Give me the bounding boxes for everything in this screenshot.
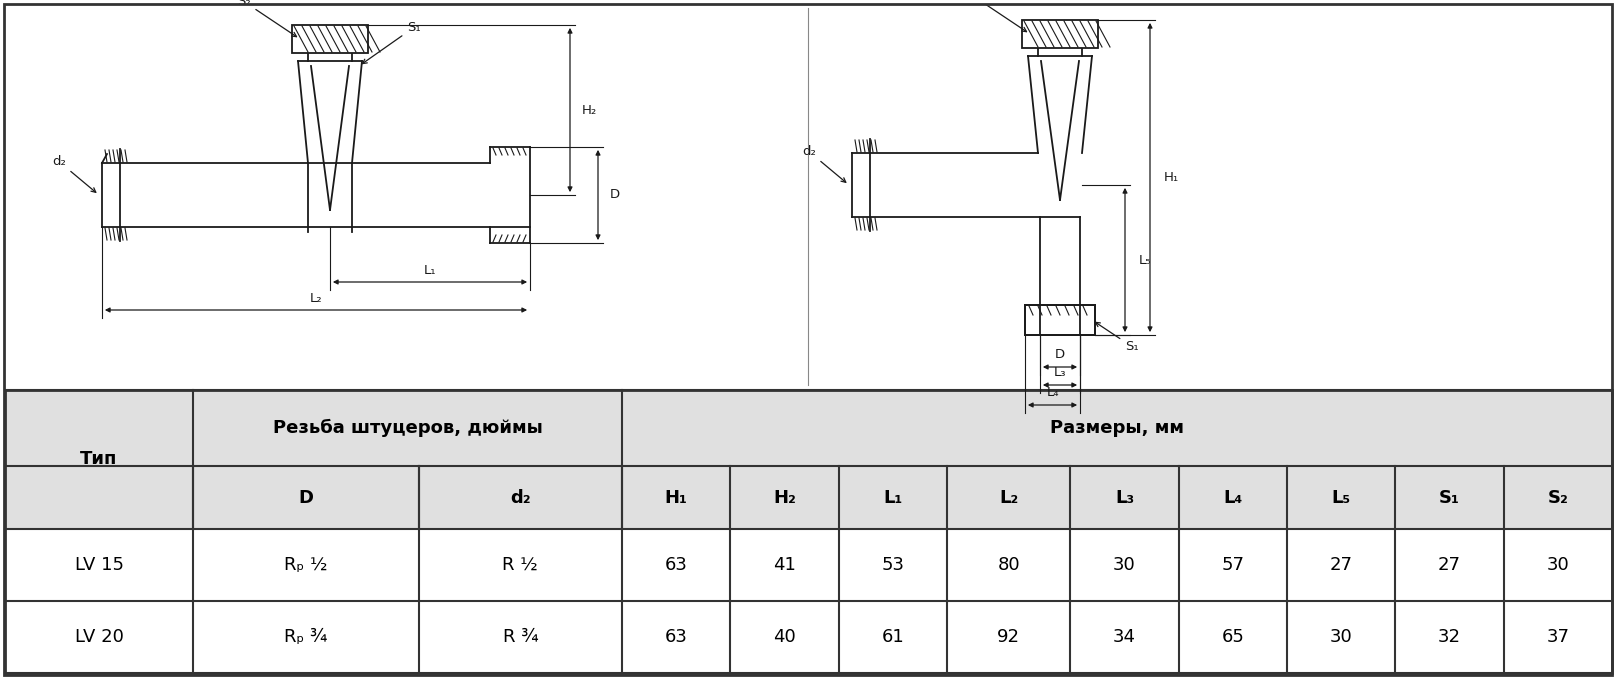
Text: d₂: d₂ [802, 145, 845, 183]
Text: 40: 40 [772, 628, 795, 646]
Text: S₂: S₂ [966, 0, 1026, 32]
Text: R ¾: R ¾ [503, 628, 538, 646]
Text: LV 15: LV 15 [74, 555, 123, 574]
Text: L₃: L₃ [1115, 488, 1134, 507]
Text: D: D [609, 189, 621, 202]
Bar [5, 390, 1613, 529]
Bar [292, 25, 368, 53]
Text: L₂: L₂ [310, 291, 322, 304]
Text: 57: 57 [1222, 555, 1244, 574]
Text: L₁: L₁ [423, 263, 436, 276]
Text: L₅: L₅ [1139, 253, 1152, 266]
Text: 63: 63 [664, 628, 687, 646]
Text: Тип: Тип [81, 450, 118, 469]
Text: S₁: S₁ [1440, 488, 1459, 507]
Text: 37: 37 [1547, 628, 1569, 646]
Bar [1021, 20, 1097, 48]
Text: R ½: R ½ [503, 555, 538, 574]
Text: L₂: L₂ [999, 488, 1018, 507]
Text: 34: 34 [1113, 628, 1136, 646]
Text: 53: 53 [881, 555, 905, 574]
Text: H₂: H₂ [582, 103, 598, 117]
Text: L₁: L₁ [882, 488, 902, 507]
Text: 30: 30 [1547, 555, 1569, 574]
Text: Размеры, мм: Размеры, мм [1050, 419, 1185, 437]
Text: D: D [1055, 348, 1065, 361]
Text: 92: 92 [997, 628, 1020, 646]
Text: D: D [299, 488, 314, 507]
Text: H₁: H₁ [1164, 171, 1180, 184]
Text: 63: 63 [664, 555, 687, 574]
Text: Резьба штуцеров, дюймы: Резьба штуцеров, дюймы [273, 419, 543, 437]
Text: 61: 61 [881, 628, 903, 646]
Text: S₂: S₂ [1548, 488, 1568, 507]
Text: L₅: L₅ [1332, 488, 1351, 507]
Text: H₁: H₁ [664, 488, 687, 507]
Text: 30: 30 [1113, 555, 1136, 574]
Text: S₁: S₁ [362, 21, 420, 64]
Text: d₂: d₂ [52, 155, 95, 192]
Text: Rₚ ¾: Rₚ ¾ [284, 628, 328, 646]
Text: 27: 27 [1330, 555, 1353, 574]
Text: S₁: S₁ [1096, 323, 1139, 353]
Text: H₂: H₂ [772, 488, 795, 507]
Text: d₂: d₂ [511, 488, 530, 507]
Text: 65: 65 [1222, 628, 1244, 646]
Text: LV 20: LV 20 [74, 628, 123, 646]
Text: 41: 41 [772, 555, 795, 574]
Text: S₂: S₂ [238, 0, 296, 37]
Text: Rₚ ½: Rₚ ½ [284, 555, 328, 574]
Text: 27: 27 [1438, 555, 1461, 574]
Bar [5, 390, 1613, 673]
Text: 80: 80 [997, 555, 1020, 574]
Text: 32: 32 [1438, 628, 1461, 646]
Text: L₄: L₄ [1046, 386, 1058, 399]
Text: L₃: L₃ [1054, 367, 1067, 380]
Text: L₄: L₄ [1223, 488, 1243, 507]
Bar [1025, 305, 1096, 335]
Text: 30: 30 [1330, 628, 1353, 646]
